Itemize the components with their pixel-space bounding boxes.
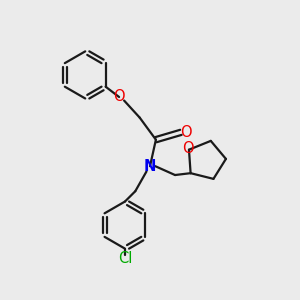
Text: Cl: Cl bbox=[118, 251, 132, 266]
Text: O: O bbox=[182, 141, 193, 156]
Text: O: O bbox=[113, 89, 125, 104]
Text: N: N bbox=[144, 159, 156, 174]
Text: O: O bbox=[180, 125, 192, 140]
